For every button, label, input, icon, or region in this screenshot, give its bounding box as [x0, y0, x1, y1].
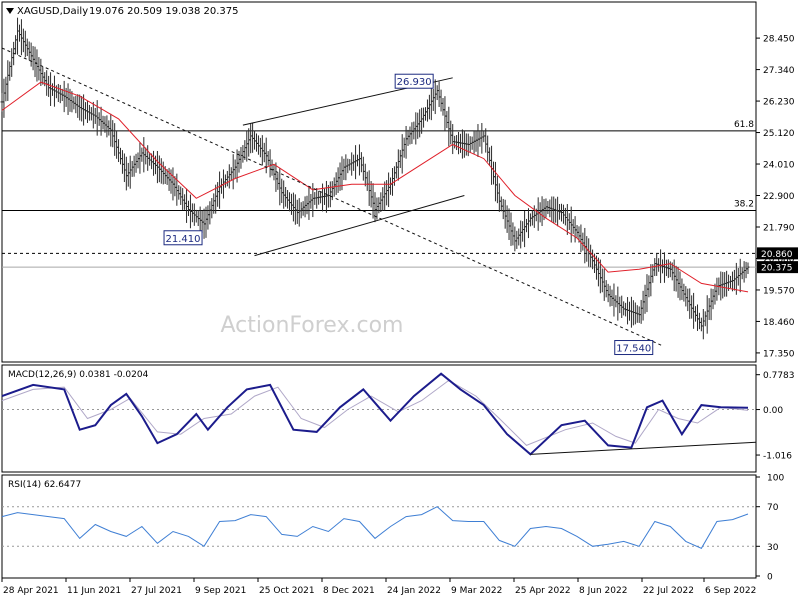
downtrend-line: [1, 47, 663, 347]
rsi-line: [1, 506, 749, 549]
price-axis-label: 27.340: [763, 66, 795, 76]
date-axis-label: 27 Jul 2021: [131, 586, 182, 596]
price-annotation-label: 21.410: [166, 234, 201, 245]
symbol-label: XAGUSD,Daily: [17, 6, 88, 17]
rsi-panel-frame: [1, 474, 757, 579]
rsi-axis-label: 30: [767, 543, 779, 553]
price-layer: 61.8 38.2 26.930 21.410 17.540: [0, 17, 756, 356]
macd-trendline: [530, 441, 757, 455]
price-axis-label: 24.010: [763, 161, 795, 171]
macd-axis-label: 0.7783: [763, 371, 795, 381]
fib-level-label: 38.2: [734, 200, 754, 210]
price-annotation-box: [614, 340, 654, 356]
date-axis-label: 25 Apr 2022: [515, 586, 571, 596]
date-axis-label: 9 Mar 2022: [451, 586, 502, 596]
date-axis-label: 28 Apr 2021: [3, 586, 59, 596]
price-axis-label: 20.680: [763, 255, 795, 265]
price-panel-frame: [1, 1, 757, 363]
date-axis-label: 6 Sep 2022: [705, 586, 756, 596]
date-axis-label: 9 Sep 2021: [195, 586, 246, 596]
date-axis-label: 11 Jun 2021: [67, 586, 121, 596]
moving-average-line: [1, 81, 749, 293]
date-axis-label: 24 Jan 2022: [387, 586, 441, 596]
price-axis-label: 19.570: [763, 286, 795, 296]
price-annotation-box: [394, 73, 434, 89]
price-axis-label: 28.450: [763, 35, 795, 45]
macd-panel-frame: [1, 364, 757, 473]
axis-layer: 28.450 27.340 26.230 25.120 24.010 22.900 21.7…: [1, 35, 798, 596]
macd-layer: MACD(12,26,9) 0.0381 -0.0204: [1, 370, 757, 456]
resistance-price-label: 20.860: [761, 250, 793, 260]
rsi-axis-label: 70: [767, 503, 779, 513]
watermark: ActionForex.com: [221, 313, 404, 338]
current-price-label: 20.375: [761, 264, 793, 274]
date-axis-label: 8 Dec 2021: [323, 586, 375, 596]
channel-line: [254, 195, 465, 257]
price-axis-label: 21.790: [763, 223, 795, 233]
current-price-box: [757, 261, 798, 274]
price-axis-label: 17.350: [763, 349, 795, 359]
price-axis-label: 25.120: [763, 129, 795, 139]
price-annotation-box: [163, 230, 203, 246]
price-annotation-label: 17.540: [616, 344, 651, 355]
rsi-layer: RSI(14) 62.6477: [1, 480, 756, 549]
price-axis-label: 18.460: [763, 318, 795, 328]
price-annotation-label: 26.930: [397, 77, 432, 88]
macd-axis-label: 0.00: [763, 406, 783, 416]
header-collapse-icon[interactable]: [6, 8, 14, 14]
price-axis-label: 26.230: [763, 98, 795, 108]
ohlc-label: 19.076 20.509 19.038 20.375: [89, 6, 239, 17]
date-axis-label: 25 Oct 2021: [259, 586, 315, 596]
date-axis-label: 8 Jun 2022: [579, 586, 627, 596]
rsi-title: RSI(14) 62.6477: [8, 480, 81, 490]
rsi-axis-label: 0: [767, 573, 773, 583]
price-axis-label: 22.900: [763, 192, 795, 202]
date-axis-label: 22 Jul 2022: [643, 586, 694, 596]
macd-line: [1, 372, 749, 456]
resistance-price-box: [757, 247, 798, 260]
macd-axis-label: -1.016: [763, 452, 792, 462]
fib-level-label: 61.8: [734, 120, 754, 130]
macd-title: MACD(12,26,9) 0.0381 -0.0204: [8, 370, 149, 380]
rsi-axis-label: 100: [767, 474, 784, 484]
chart-header: XAGUSD,Daily 19.076 20.509 19.038 20.375: [6, 6, 239, 17]
